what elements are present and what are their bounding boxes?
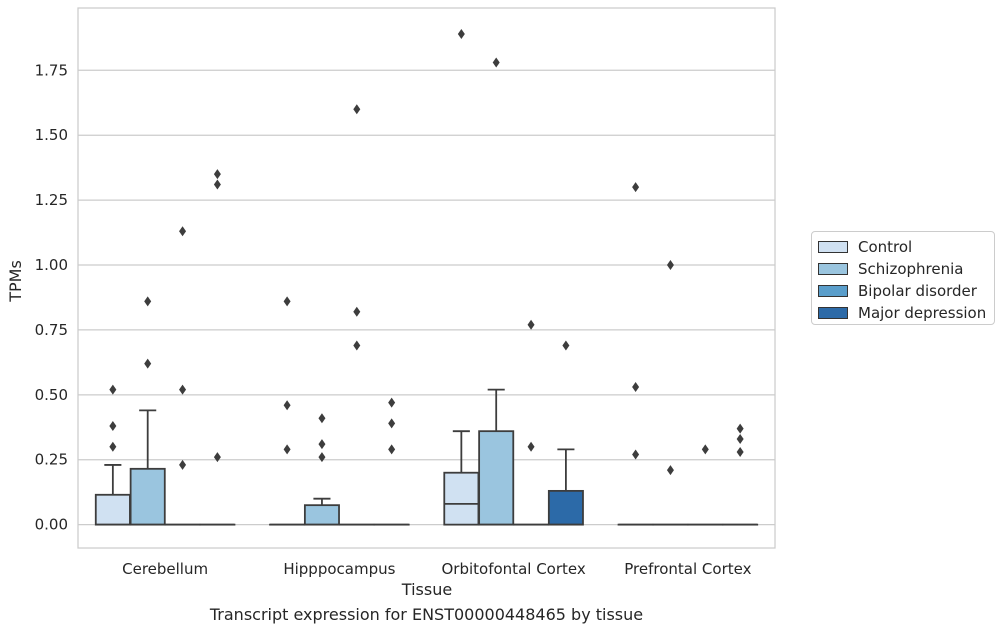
outlier-point <box>632 182 640 193</box>
box-plot-chart: 0.00 0.25 0.50 0.75 1.00 1.25 1.50 1.75 Cerebel… <box>6 7 776 599</box>
outlier-point <box>736 423 744 434</box>
box-iqr <box>94 493 131 526</box>
outlier-point <box>283 296 291 307</box>
x-tick-label: Hipppocampus <box>283 560 395 578</box>
plot-frame <box>77 7 776 549</box>
y-axis-label: TPMs <box>6 260 25 303</box>
box-schizophrenia <box>478 57 515 526</box>
legend-swatch-bipolar-disorder <box>818 285 848 297</box>
box-major-depression <box>547 340 584 526</box>
box-bipolar-disorder <box>164 226 201 526</box>
box-control <box>443 28 480 526</box>
outlier-point <box>353 104 361 115</box>
outlier-point <box>109 384 117 395</box>
y-tick-label: 1.50 <box>35 126 68 144</box>
legend-label-control: Control <box>858 238 913 256</box>
outlier-point <box>736 433 744 444</box>
legend-item-schizophrenia: Schizophrenia <box>818 258 988 280</box>
y-tick-label: 1.25 <box>35 191 68 209</box>
y-tick-label: 1.00 <box>35 256 68 274</box>
outlier-point <box>632 382 640 393</box>
outlier-point <box>213 179 221 190</box>
box-control <box>617 182 654 526</box>
legend-label-schizophrenia: Schizophrenia <box>858 260 964 278</box>
chart-caption: Transcript expression for ENST0000044846… <box>209 605 644 624</box>
box-bipolar-disorder <box>687 444 724 526</box>
outlier-point <box>388 418 396 429</box>
box-control <box>94 384 131 526</box>
outlier-point <box>701 444 709 455</box>
legend-swatch-control <box>818 241 848 253</box>
outlier-point <box>109 420 117 431</box>
legend-label-bipolar-disorder: Bipolar disorder <box>858 282 977 300</box>
x-tick-label: Orbitofontal Cortex <box>442 560 586 578</box>
y-tick-label: 0.25 <box>35 451 68 469</box>
outlier-point <box>318 439 326 450</box>
outlier-point <box>736 446 744 457</box>
outlier-point <box>632 449 640 460</box>
outlier-point <box>109 441 117 452</box>
box-schizophrenia <box>129 296 166 526</box>
x-tick-labels: Cerebellum Hipppocampus Orbitofontal Corte… <box>122 560 751 578</box>
legend-label-major-depression: Major depression <box>858 304 987 322</box>
box-iqr <box>478 430 515 526</box>
outlier-point <box>666 465 674 476</box>
y-tick-label: 0.75 <box>35 321 68 339</box>
box-major-depression <box>373 397 410 526</box>
y-tick-label: 1.75 <box>35 61 68 79</box>
x-tick-label: Cerebellum <box>122 560 208 578</box>
box-major-depression <box>722 423 759 526</box>
outlier-point <box>527 441 535 452</box>
box-groups <box>94 28 759 526</box>
legend-item-control: Control <box>818 236 988 258</box>
y-tick-label: 0.00 <box>35 516 68 534</box>
outlier-point <box>179 384 187 395</box>
legend-swatch-major-depression <box>818 307 848 319</box>
x-tick-label: Prefrontal Cortex <box>624 560 751 578</box>
outlier-point <box>353 306 361 317</box>
y-tick-labels: 0.00 0.25 0.50 0.75 1.00 1.25 1.50 1.75 <box>35 61 68 533</box>
y-tick-label: 0.50 <box>35 386 68 404</box>
box-iqr <box>129 467 166 526</box>
outlier-point <box>492 57 500 68</box>
outlier-point <box>318 452 326 463</box>
outlier-point <box>388 397 396 408</box>
box-control <box>269 296 306 526</box>
outlier-point <box>179 459 187 470</box>
outlier-point <box>527 319 535 330</box>
outlier-point <box>353 340 361 351</box>
outlier-point <box>213 169 221 180</box>
legend-swatch-schizophrenia <box>818 263 848 275</box>
box-schizophrenia <box>652 260 689 526</box>
legend-item-major-depression: Major depression <box>818 302 988 324</box>
box-iqr <box>443 471 480 526</box>
box-bipolar-disorder <box>513 319 550 526</box>
x-axis-label: Tissue <box>401 580 452 599</box>
outlier-point <box>562 340 570 351</box>
outlier-point <box>144 358 152 369</box>
outlier-point <box>213 452 221 463</box>
outlier-point <box>666 260 674 271</box>
box-iqr <box>303 504 340 526</box>
outlier-point <box>388 444 396 455</box>
outlier-point <box>283 444 291 455</box>
box-bipolar-disorder <box>338 104 375 526</box>
outlier-point <box>283 400 291 411</box>
outlier-point <box>144 296 152 307</box>
box-iqr <box>547 489 584 526</box>
legend-item-bipolar-disorder: Bipolar disorder <box>818 280 988 302</box>
box-major-depression <box>199 169 236 526</box>
legend: Control Schizophrenia Bipolar disorder M… <box>811 231 995 325</box>
box-schizophrenia <box>303 413 340 526</box>
gridlines <box>78 69 775 526</box>
outlier-point <box>457 28 465 39</box>
outlier-point <box>318 413 326 424</box>
outlier-point <box>179 226 187 237</box>
